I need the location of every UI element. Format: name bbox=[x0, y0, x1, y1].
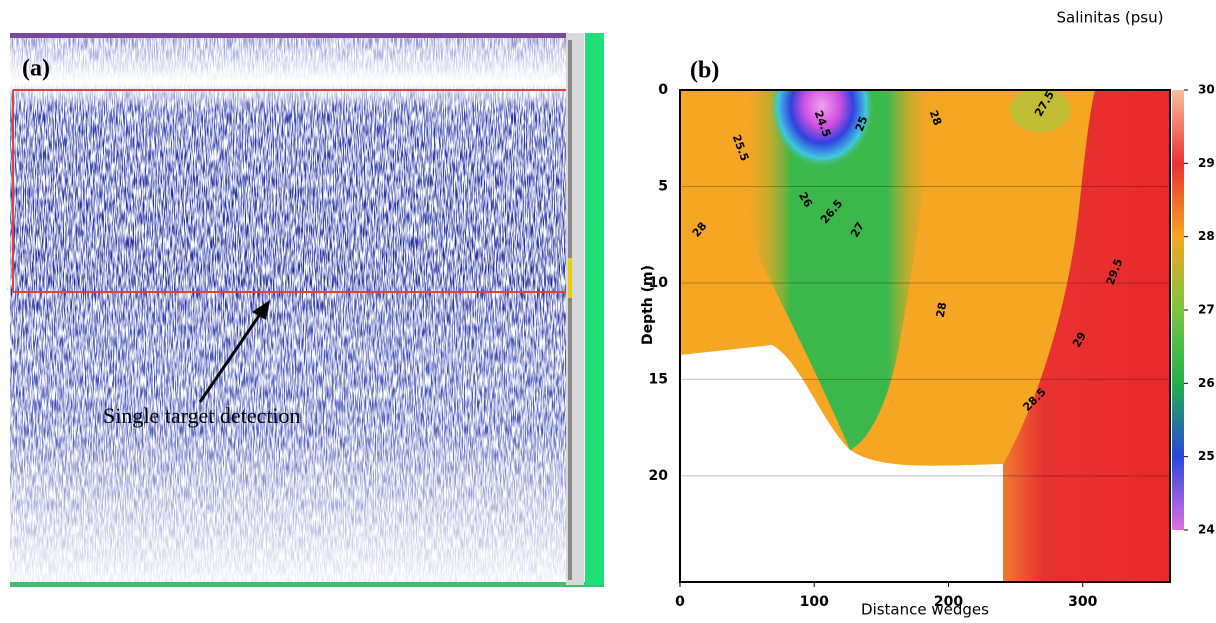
plot-frame bbox=[679, 89, 1171, 583]
colorbar bbox=[1172, 90, 1184, 530]
field-low bbox=[770, 90, 874, 180]
y-tick-label: 10 bbox=[649, 275, 669, 291]
scale-colors bbox=[568, 40, 572, 580]
scale-strip bbox=[585, 33, 604, 585]
x-tick-label: 100 bbox=[800, 594, 829, 610]
colorbar-tick-label: 30 bbox=[1198, 83, 1215, 97]
field-mid bbox=[743, 90, 935, 450]
annotation: Single target detection bbox=[103, 403, 301, 428]
scale-colors bbox=[568, 258, 572, 298]
contour-panel: (b) Distance wedges Depth (m) Salinitas … bbox=[640, 9, 1171, 619]
y-tick-label: 5 bbox=[658, 178, 668, 194]
arrow bbox=[198, 309, 265, 403]
panel-label: (b) bbox=[690, 58, 719, 84]
x-tick-label: 0 bbox=[675, 594, 685, 610]
echogram bbox=[10, 33, 566, 585]
echogram-panel: (a) Single target detection bbox=[10, 33, 604, 587]
bottom-bar bbox=[10, 582, 604, 587]
contour-label: 28 bbox=[927, 108, 944, 127]
colorbar-tick-label: 24 bbox=[1198, 523, 1215, 537]
field-patch bbox=[1010, 90, 1070, 132]
contour-label: 28 bbox=[934, 301, 949, 318]
x-tick-label: 300 bbox=[1068, 594, 1097, 610]
contour-label: 25 bbox=[853, 114, 870, 133]
y-axis-label: Depth (m) bbox=[640, 265, 656, 345]
arrow-head bbox=[252, 300, 270, 320]
contour-field bbox=[680, 90, 1170, 582]
x-tick-label: 200 bbox=[934, 594, 963, 610]
y-tick-label: 20 bbox=[649, 468, 669, 484]
colorbar-tick-label: 26 bbox=[1198, 376, 1215, 390]
seabed bbox=[680, 345, 1003, 582]
panel-label: (a) bbox=[22, 56, 50, 82]
top-bar bbox=[10, 33, 566, 38]
colorbar-tick-label: 28 bbox=[1198, 229, 1215, 243]
y-tick-label: 15 bbox=[649, 371, 668, 387]
colorbar-tick-label: 25 bbox=[1198, 449, 1215, 463]
colorbar-title: Salinitas (psu) bbox=[1057, 9, 1164, 27]
colorbar-tick-label: 29 bbox=[1198, 156, 1215, 170]
y-tick-label: 0 bbox=[658, 82, 668, 98]
field-high bbox=[1000, 90, 1170, 582]
x-axis-label: Distance wedges bbox=[861, 601, 989, 619]
colorbar-tick-label: 27 bbox=[1198, 303, 1215, 317]
